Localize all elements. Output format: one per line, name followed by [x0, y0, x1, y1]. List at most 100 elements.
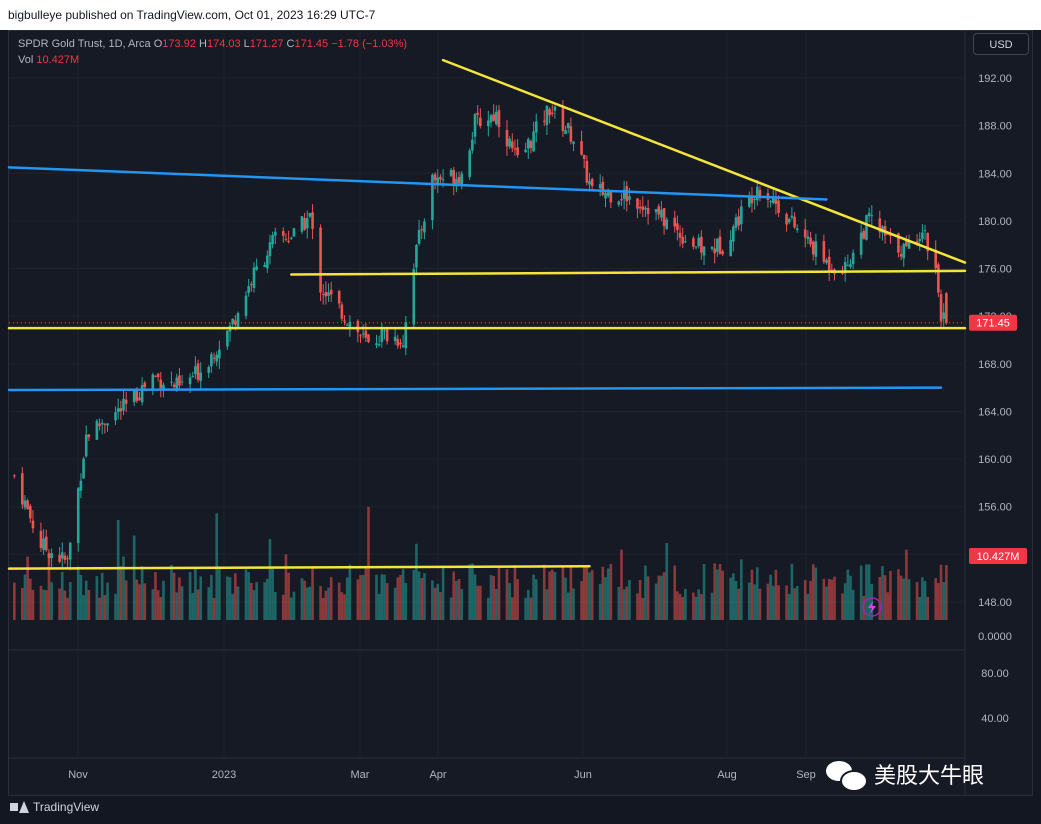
volume-bar: [636, 593, 639, 620]
candle-body: [937, 264, 940, 293]
candle-body: [457, 176, 461, 184]
candle-body: [361, 333, 365, 335]
volume-bar: [814, 567, 818, 620]
volume-bar: [79, 574, 83, 620]
price-tick-label: 156.00: [978, 502, 1012, 514]
candle-body: [84, 434, 88, 457]
candle-body: [646, 208, 650, 215]
candle-body: [918, 238, 922, 242]
candle-body: [886, 233, 890, 235]
candle-body: [319, 227, 322, 293]
volume-bars: [13, 506, 948, 620]
volume-bar: [170, 564, 173, 620]
volume-bar: [305, 587, 309, 620]
volume-bar: [734, 580, 738, 620]
volume-bar: [449, 597, 453, 620]
volume-bar: [244, 569, 248, 620]
candle-body: [210, 354, 213, 367]
candle-body: [750, 195, 754, 204]
candle-body: [367, 334, 370, 343]
volume-bar: [926, 596, 930, 620]
volume-bar: [702, 564, 706, 620]
candle-body: [867, 212, 871, 217]
volume-bar: [657, 575, 661, 620]
candle-body: [364, 330, 368, 338]
candle-body: [420, 229, 424, 231]
volume-bar: [737, 588, 740, 620]
candle-body: [393, 336, 397, 342]
volume-bar: [620, 549, 623, 620]
volume-bar: [889, 570, 892, 620]
volume-bar: [377, 593, 381, 620]
candle-body: [915, 241, 919, 244]
candle-body: [532, 131, 535, 152]
candle-body: [902, 243, 906, 259]
candle-body: [191, 375, 195, 377]
volume-bar: [886, 592, 890, 620]
candle-body: [598, 184, 602, 189]
volume-bar: [787, 593, 791, 620]
candle-body: [329, 289, 333, 295]
chart-panel[interactable]: [8, 30, 1033, 796]
volume-bar: [513, 565, 517, 620]
legend-low: 171.27: [249, 38, 284, 50]
volume-bar: [119, 565, 123, 620]
volume-bar: [582, 566, 586, 620]
candle-body: [143, 382, 147, 388]
volume-bar: [468, 564, 471, 620]
volume-bar: [471, 563, 474, 620]
candle-body: [851, 252, 855, 265]
candle-body: [321, 293, 325, 295]
volume-bar: [404, 582, 408, 620]
candle-body: [39, 530, 43, 549]
candle-body: [170, 381, 173, 383]
volume-bar: [423, 573, 426, 620]
volume-bar: [180, 586, 184, 620]
legend-close-label: C: [286, 38, 295, 50]
candle-body: [100, 422, 104, 425]
candle-body: [758, 189, 762, 197]
candle-body: [534, 121, 538, 133]
candle-body: [526, 139, 530, 149]
volume-bar: [716, 569, 719, 620]
candle-body: [681, 236, 685, 244]
candle-body: [795, 228, 799, 231]
volume-bar: [479, 585, 482, 620]
volume-bar: [790, 563, 794, 620]
volume-bar: [692, 592, 695, 620]
currency-button[interactable]: USD: [973, 33, 1029, 55]
legend-open: 173.92: [162, 38, 196, 50]
candle-body: [436, 177, 440, 184]
tradingview-branding[interactable]: TradingView: [10, 800, 99, 814]
candle-body: [732, 226, 735, 242]
candle-body: [268, 242, 272, 257]
candle-body: [487, 120, 490, 127]
candle-body: [617, 201, 621, 205]
volume-bar: [383, 574, 386, 620]
volume-bar: [495, 588, 498, 620]
candle-body: [98, 423, 101, 426]
volume-bar: [114, 593, 117, 620]
legend-high-label: H: [199, 38, 207, 50]
candle-body: [793, 216, 796, 228]
volume-bar: [226, 576, 229, 620]
candle-body: [263, 264, 266, 268]
candle-body: [82, 458, 85, 479]
volume-bar: [361, 574, 365, 620]
volume-bar: [769, 574, 772, 620]
candle-body: [396, 339, 400, 346]
volume-bar: [175, 592, 179, 620]
candle-body: [124, 399, 128, 404]
volume-bar: [473, 574, 477, 620]
candle-body: [542, 120, 546, 122]
candle-body: [431, 174, 434, 221]
volume-bar: [822, 578, 826, 620]
candle-body: [859, 232, 863, 255]
volume-bar: [329, 577, 333, 620]
candle-body: [159, 379, 163, 389]
volume-bar: [441, 565, 445, 620]
volume-bar: [881, 566, 884, 620]
volume-bar: [95, 576, 99, 620]
candle-body: [194, 366, 197, 375]
